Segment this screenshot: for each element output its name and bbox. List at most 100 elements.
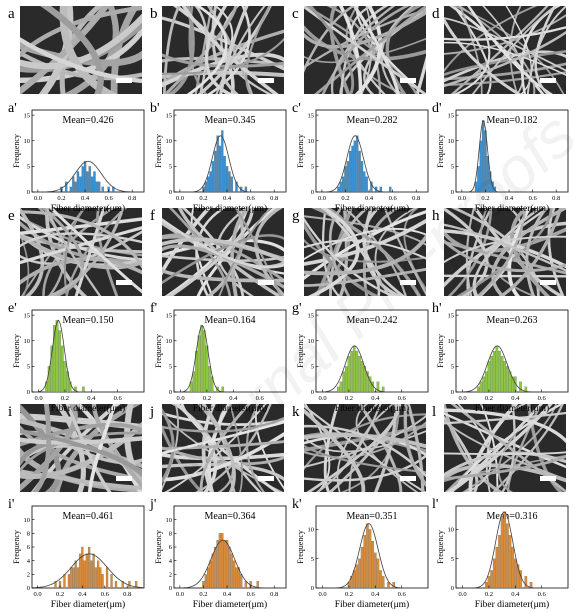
- x-axis-label: Fiber diameter(μm): [335, 403, 409, 414]
- histogram-bar: [214, 150, 217, 193]
- x-tick-label: 0.4: [229, 395, 238, 402]
- scale-bar: [540, 476, 556, 481]
- histogram-b': b' Mean=0.345 0.0 0.2 0.4 0.6 0.8 0 5 10 15 Fiber d…: [150, 101, 287, 214]
- histogram-bar: [360, 161, 364, 193]
- histogram-bar: [223, 156, 226, 193]
- x-tick-label: 0.8: [412, 195, 420, 202]
- fiber-strand: [339, 7, 426, 94]
- histogram-panel-label: b': [150, 101, 160, 116]
- fiber-strand: [340, 404, 400, 492]
- y-tick-label: 6: [27, 544, 31, 551]
- fiber-strand: [162, 52, 284, 88]
- fiber-strand: [444, 419, 566, 481]
- x-tick-label: 0.2: [485, 395, 493, 402]
- x-tick-label: 0.2: [341, 195, 349, 202]
- fiber-strand: [96, 208, 119, 296]
- histogram-f': f' Mean=0.164 0.0 0.2 0.4 0.6 0 5 10 15 Fiber diam…: [150, 301, 287, 414]
- mean-label: Mean=0.263: [487, 315, 538, 326]
- sem-fibers: [162, 6, 284, 94]
- fiber-strand: [20, 231, 30, 296]
- histogram-bar: [366, 523, 369, 589]
- fiber-strand: [406, 404, 425, 492]
- fiber-strand: [20, 37, 142, 84]
- histogram-bar: [93, 171, 96, 193]
- x-tick-label: 0.4: [78, 591, 87, 598]
- x-tick-label: 0.4: [223, 195, 232, 202]
- y-tick-label: 5: [27, 164, 30, 171]
- y-tick-label: 10: [166, 338, 173, 345]
- histogram-bar: [88, 546, 91, 589]
- fiber-strand: [20, 257, 142, 285]
- y-axis-label: Frequency: [296, 530, 305, 564]
- histogram-bar: [232, 560, 236, 589]
- histogram-bar: [61, 345, 64, 393]
- y-tick-label: 4: [169, 558, 173, 565]
- fiber-strand: [328, 404, 402, 492]
- scale-bar: [258, 476, 274, 481]
- histogram-j': j' Mean=0.364 0.0 0.2 0.4 0.6 0.8 0 2 4 6 8 10 Fiber …: [149, 497, 287, 610]
- y-tick-label: 15: [448, 112, 455, 119]
- fiber-strand: [473, 208, 542, 296]
- x-tick-label: 0.6: [247, 591, 256, 598]
- x-axis-label: Fiber diameter(μm): [51, 403, 125, 414]
- histogram-bar: [371, 541, 374, 589]
- y-tick-label: 15: [166, 312, 173, 319]
- fiber-strand: [177, 208, 283, 296]
- histogram-bar: [237, 567, 240, 589]
- histogram-bar: [498, 350, 501, 393]
- histogram-bar: [482, 376, 485, 393]
- y-axis-label: Frequency: [154, 134, 163, 168]
- fiber-strand: [162, 244, 284, 289]
- sem-panel-label: c: [292, 6, 299, 22]
- x-tick-label: 0.6: [538, 395, 547, 402]
- histogram-bar: [355, 350, 359, 393]
- x-tick-label: 0.0: [458, 195, 466, 202]
- fiber-strand: [211, 6, 240, 94]
- fiber-strand: [459, 6, 483, 94]
- fiber-strand: [329, 6, 351, 94]
- histogram-bar: [347, 356, 351, 393]
- x-tick-label: 0.0: [34, 591, 42, 598]
- histogram-bar: [353, 140, 357, 193]
- sem-panel-b: b: [150, 6, 284, 94]
- histogram-bar: [230, 176, 233, 193]
- scale-bar: [400, 280, 416, 285]
- histogram-bar: [88, 166, 91, 193]
- y-axis-label: Frequency: [154, 334, 163, 368]
- scale-bar: [258, 78, 274, 83]
- histogram-bar: [350, 350, 353, 393]
- histogram-panel-label: k': [292, 497, 302, 512]
- x-tick-label: 0.8: [552, 195, 560, 202]
- histogram-bar: [358, 558, 361, 589]
- scale-bar: [540, 78, 556, 83]
- fiber-strand: [492, 404, 564, 492]
- y-tick-label: 10: [24, 517, 31, 524]
- fiber-strand: [20, 418, 142, 482]
- mean-label: Mean=0.364: [205, 511, 256, 522]
- histogram-bar: [221, 130, 224, 193]
- fiber-strand: [162, 420, 284, 455]
- x-tick-label: 0.2: [199, 591, 207, 598]
- sem-fibers: [304, 6, 426, 94]
- histogram-bar: [524, 576, 528, 589]
- histogram-bar: [495, 546, 499, 589]
- fiber-strand: [373, 404, 398, 492]
- y-tick-label: 10: [24, 338, 31, 345]
- fiber-strand: [124, 404, 142, 489]
- histogram-bar: [363, 171, 366, 193]
- fiber-strand: [48, 208, 142, 294]
- gaussian-fit-curve: [174, 539, 286, 589]
- histogram-bar: [74, 560, 77, 589]
- y-tick-label: 0: [311, 389, 314, 396]
- fiber-strand: [20, 210, 142, 270]
- x-tick-label: 0.0: [176, 591, 184, 598]
- mean-label: Mean=0.150: [63, 315, 114, 326]
- sem-fibers: [304, 404, 426, 492]
- fiber-strand: [304, 414, 426, 469]
- histogram-panel-label: i': [8, 497, 14, 512]
- fiber-strand: [206, 6, 254, 94]
- histogram-bar: [474, 181, 478, 193]
- y-tick-label: 0: [451, 389, 454, 396]
- fiber-strand: [465, 208, 475, 296]
- x-tick-label: 0.8: [123, 591, 131, 598]
